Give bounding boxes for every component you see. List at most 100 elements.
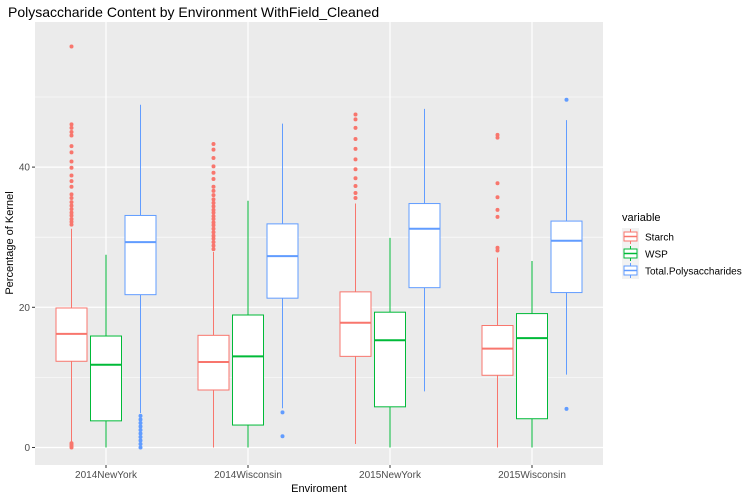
boxes: [55, 44, 583, 450]
outlier-point: [138, 413, 143, 418]
outlier-point: [69, 222, 74, 227]
outlier-point: [211, 188, 216, 193]
outlier-point: [495, 135, 500, 140]
outlier-point: [69, 150, 74, 155]
outlier-point: [69, 173, 74, 178]
outlier-point: [564, 97, 569, 102]
outlier-point: [69, 203, 74, 208]
outlier-point: [211, 177, 216, 182]
outlier-point: [69, 133, 74, 138]
box-iqr: [374, 311, 406, 408]
box-Total.Polysaccharides-2014Wisconsin: [266, 123, 299, 439]
outlier-point: [211, 233, 216, 238]
x-axis: 2014NewYork 2014Wisconsin 2015NewYork 2015W…: [75, 465, 566, 481]
outlier-point: [211, 243, 216, 248]
box-iqr: [90, 335, 122, 422]
box-iqr: [516, 313, 548, 420]
outlier-point: [211, 155, 216, 160]
outlier-point: [211, 220, 216, 225]
outlier-point: [69, 441, 74, 446]
outlier-point: [69, 179, 74, 184]
box-WSP-2015NewYork: [374, 237, 406, 448]
outlier-point: [280, 434, 285, 439]
outlier-point: [353, 146, 358, 151]
box-Total.Polysaccharides-2014NewYork: [124, 104, 157, 450]
outlier-point: [495, 207, 500, 212]
outlier-point: [69, 216, 74, 221]
outlier-point: [69, 144, 74, 149]
box-Total.Polysaccharides-2015Wisconsin: [550, 97, 583, 411]
x-tick-label: 2014NewYork: [75, 470, 138, 481]
outlier-point: [495, 248, 500, 253]
outlier-point: [211, 230, 216, 235]
outlier-point: [353, 125, 358, 130]
legend-label: Starch: [645, 233, 674, 244]
y-axis: 0 20 40: [19, 163, 35, 454]
outlier-point: [69, 184, 74, 189]
box-Starch-2015NewYork: [339, 112, 372, 444]
y-axis-title: Percentage of Kernel: [4, 191, 16, 294]
outlier-point: [138, 434, 143, 439]
outlier-point: [353, 112, 358, 117]
outlier-point: [353, 137, 358, 142]
legend-item-Total.Polysaccharides: Total.Polysaccharides: [622, 262, 742, 279]
chart-title: Polysaccharide Content by Environment Wi…: [8, 4, 379, 20]
outlier-point: [138, 427, 143, 432]
box-WSP-2014Wisconsin: [232, 200, 264, 448]
x-tick-label: 2015Wisconsin: [498, 470, 566, 481]
outlier-point: [211, 207, 216, 212]
outlier-point: [69, 219, 74, 224]
box-iqr: [481, 325, 514, 376]
legend: variable Starch WSP Total.Polysaccharides: [622, 212, 742, 279]
outlier-point: [280, 410, 285, 415]
outlier-point: [495, 181, 500, 186]
legend-title: variable: [622, 212, 661, 224]
outlier-point: [211, 184, 216, 189]
outlier-point: [211, 200, 216, 205]
y-tick-label: 20: [19, 303, 31, 314]
legend-label: WSP: [645, 250, 668, 261]
outlier-point: [211, 240, 216, 245]
outlier-point: [69, 210, 74, 215]
box-Starch-2014Wisconsin: [197, 141, 230, 448]
box-WSP-2014NewYork: [90, 254, 122, 448]
outlier-point: [69, 130, 74, 135]
legend-label: Total.Polysaccharides: [645, 267, 742, 278]
outlier-point: [211, 247, 216, 252]
outlier-point: [495, 214, 500, 219]
outlier-point: [138, 424, 143, 429]
outlier-point: [138, 431, 143, 436]
box-iqr: [408, 203, 441, 289]
x-tick-label: 2014Wisconsin: [214, 470, 282, 481]
outlier-point: [211, 141, 216, 146]
outlier-point: [495, 132, 500, 137]
outlier-point: [211, 223, 216, 228]
outlier-point: [69, 192, 74, 197]
box-iqr: [339, 291, 372, 357]
outlier-point: [353, 167, 358, 172]
outlier-point: [211, 170, 216, 175]
outlier-point: [353, 195, 358, 200]
y-tick-label: 0: [24, 443, 30, 454]
outlier-point: [69, 195, 74, 200]
outlier-point: [69, 125, 74, 130]
outlier-point: [69, 213, 74, 218]
outlier-point: [564, 406, 569, 411]
outlier-point: [211, 214, 216, 219]
outlier-point: [211, 164, 216, 169]
outlier-point: [353, 176, 358, 181]
outlier-point: [69, 200, 74, 205]
box-Total.Polysaccharides-2015NewYork: [408, 108, 441, 392]
box-Starch-2015Wisconsin: [481, 132, 514, 448]
outlier-point: [353, 157, 358, 162]
outlier-point: [353, 184, 358, 189]
outlier-point: [138, 420, 143, 425]
outlier-point: [495, 195, 500, 200]
outlier-point: [211, 216, 216, 221]
box-iqr: [124, 214, 157, 296]
outlier-point: [138, 445, 143, 450]
box-WSP-2015Wisconsin: [516, 261, 548, 448]
outlier-point: [69, 122, 74, 127]
outlier-point: [138, 438, 143, 443]
